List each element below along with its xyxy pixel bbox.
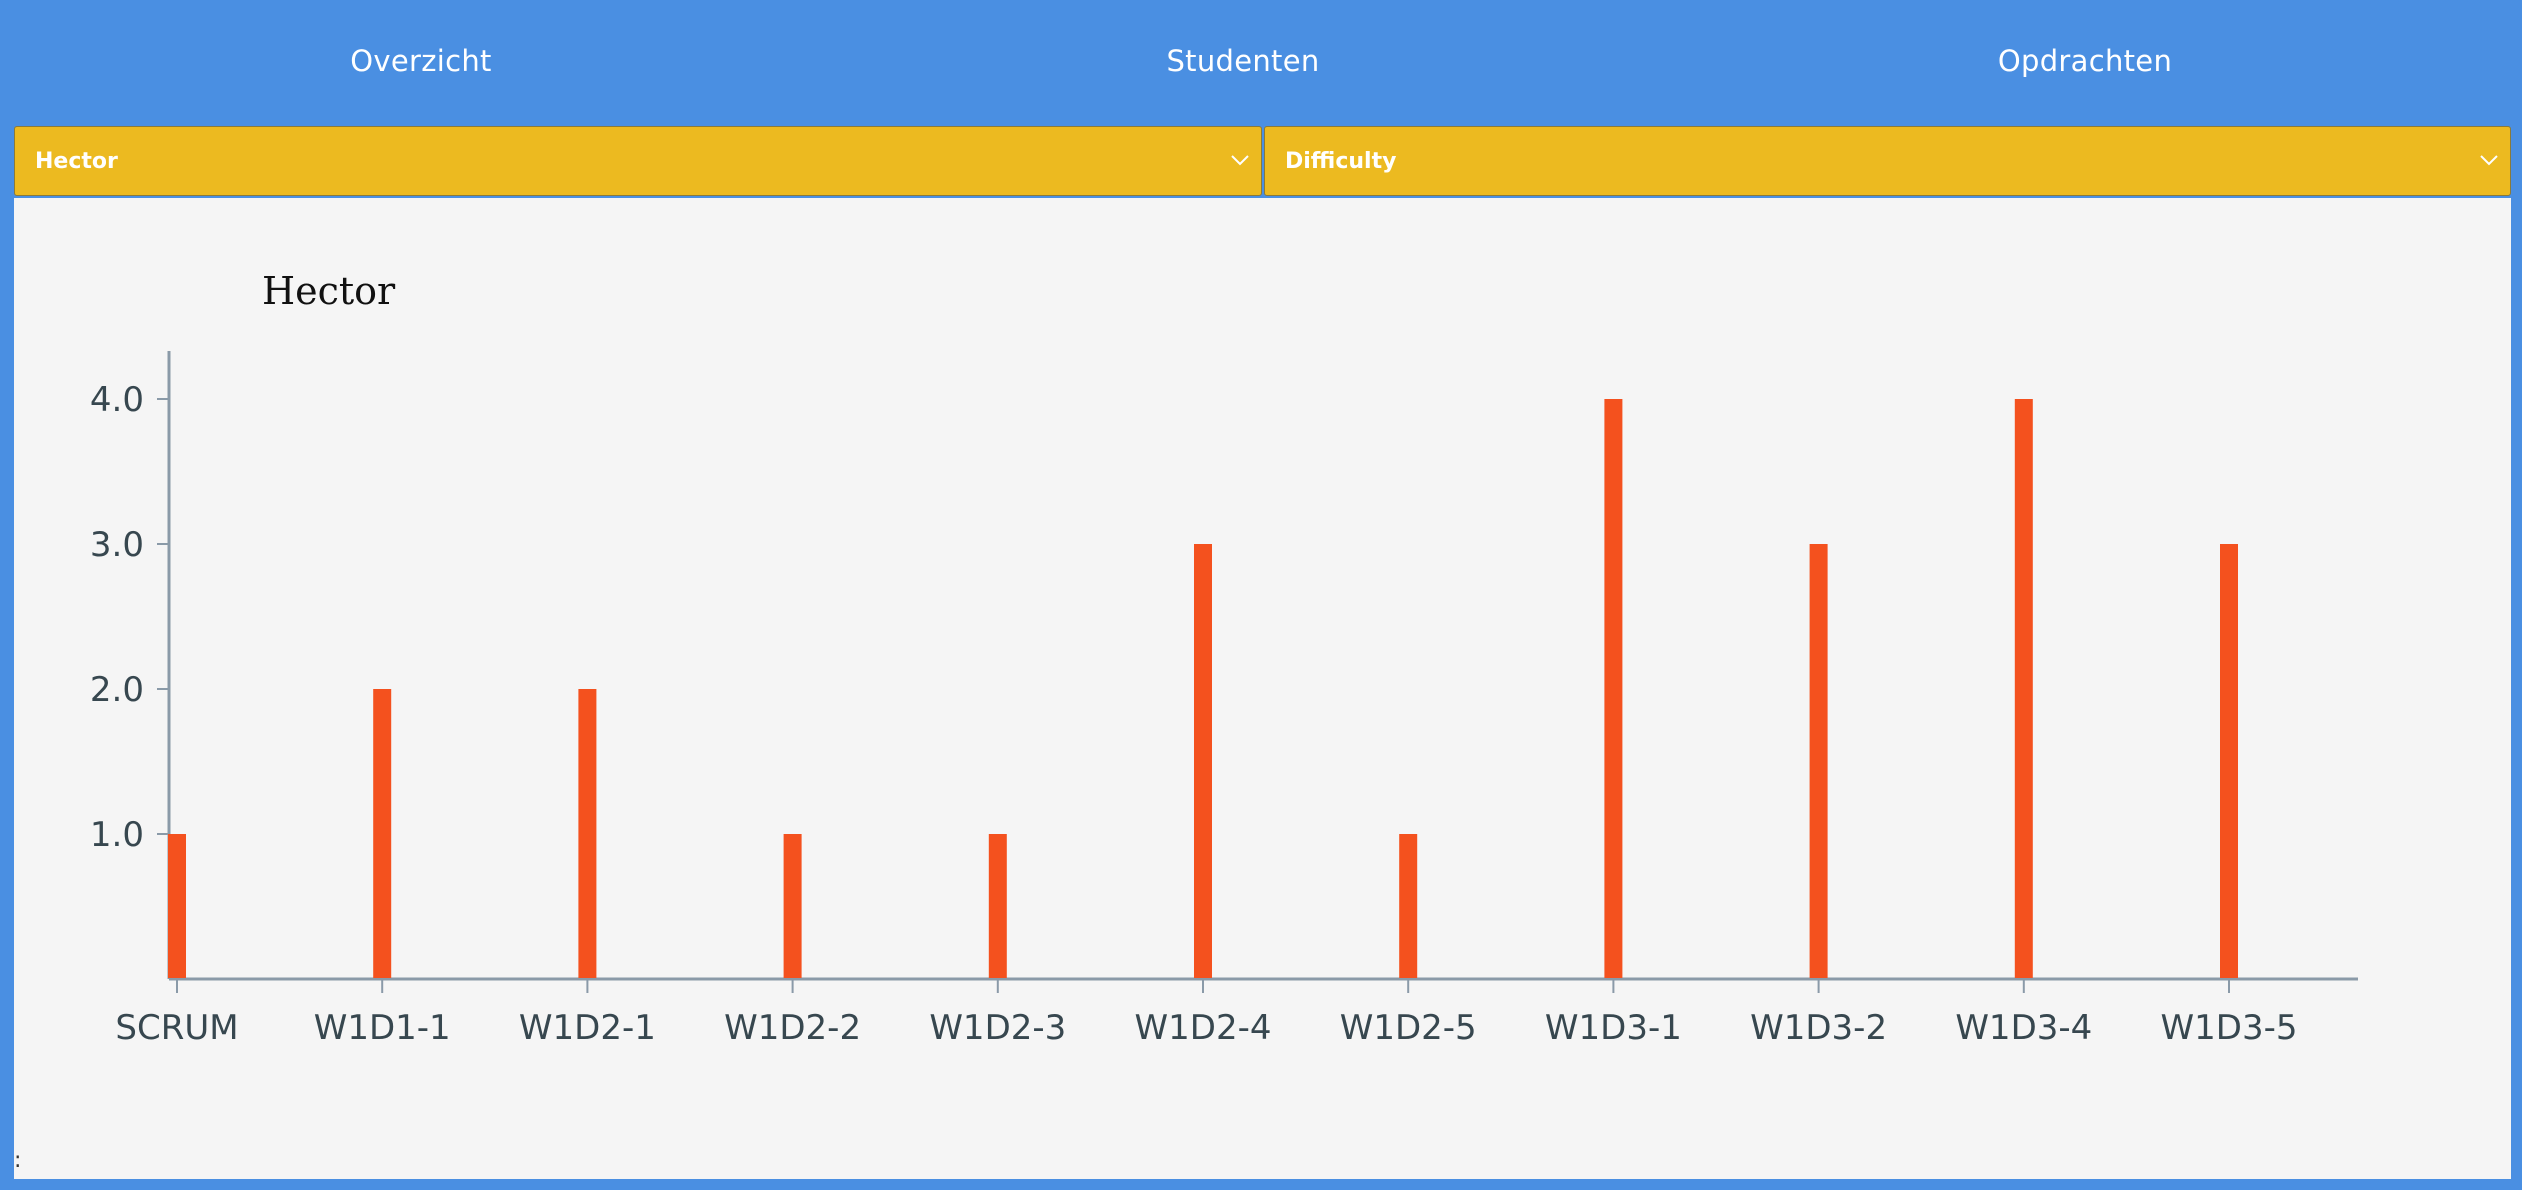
student-select[interactable]: Hector xyxy=(14,126,1262,196)
x-tick-label: W1D3-1 xyxy=(1545,1008,1682,1048)
bar-w1d3-4 xyxy=(2014,399,2033,978)
y-tick-label: 2.0 xyxy=(90,670,144,710)
bar-w1d2-4 xyxy=(1194,544,1212,978)
chevron-down-icon xyxy=(2480,155,2498,166)
x-tick-group: SCRUM W1D1-1 W1D2-1 W1D2-2 W1D2-3 W1D2-4 W1D2-… xyxy=(115,979,2297,1048)
bar-w1d3-1 xyxy=(1604,399,1623,978)
filter-bar: Hector Difficulty xyxy=(14,126,2511,198)
chevron-down-icon xyxy=(1231,155,1249,166)
chart-panel: Hector 1.0 2.0 3.0 4.0 SCRUM W1D1-1 W1D2-1 W1D… xyxy=(14,198,2511,1179)
bar-group xyxy=(168,399,2238,978)
x-tick-label: W1D2-2 xyxy=(724,1008,861,1048)
nav-studenten[interactable]: Studenten xyxy=(1166,44,1320,78)
metric-select-value: Difficulty xyxy=(1285,149,1397,174)
bar-w1d2-2 xyxy=(783,834,802,978)
x-tick-label: SCRUM xyxy=(115,1008,238,1048)
x-tick-label: W1D2-1 xyxy=(519,1008,656,1048)
nav-overzicht[interactable]: Overzicht xyxy=(350,44,492,78)
y-tick-label: 1.0 xyxy=(90,815,144,855)
x-tick-label: W1D2-5 xyxy=(1340,1008,1477,1048)
y-tick-label: 3.0 xyxy=(90,525,144,565)
chart-title: Hector xyxy=(262,269,396,313)
bottom-border xyxy=(0,1179,2522,1190)
bar-w1d1-1 xyxy=(373,689,392,978)
top-navigation: Overzicht Studenten Opdrachten xyxy=(0,0,2522,126)
corner-mark: : xyxy=(14,1148,22,1173)
bar-w1d2-5 xyxy=(1399,834,1418,978)
x-tick-label: W1D1-1 xyxy=(314,1008,451,1048)
x-tick-label: W1D3-2 xyxy=(1750,1008,1887,1048)
x-tick-label: W1D2-4 xyxy=(1135,1008,1272,1048)
y-tick-group: 1.0 2.0 3.0 4.0 xyxy=(90,380,169,855)
x-tick-label: W1D3-5 xyxy=(2161,1008,2298,1048)
metric-select[interactable]: Difficulty xyxy=(1264,126,2511,196)
nav-opdrachten[interactable]: Opdrachten xyxy=(1997,44,2173,78)
student-select-value: Hector xyxy=(35,149,118,174)
bar-w1d2-3 xyxy=(988,834,1007,978)
x-tick-label: W1D2-3 xyxy=(929,1008,1066,1048)
bar-scrum xyxy=(168,834,186,978)
bar-chart: Hector 1.0 2.0 3.0 4.0 SCRUM W1D1-1 W1D2-1 W1D… xyxy=(90,269,2358,1048)
y-tick-label: 4.0 xyxy=(90,380,144,420)
bar-w1d2-1 xyxy=(578,689,597,978)
bar-w1d3-5 xyxy=(2220,544,2238,978)
x-tick-label: W1D3-4 xyxy=(1955,1008,2092,1048)
bar-w1d3-2 xyxy=(1809,544,1828,978)
